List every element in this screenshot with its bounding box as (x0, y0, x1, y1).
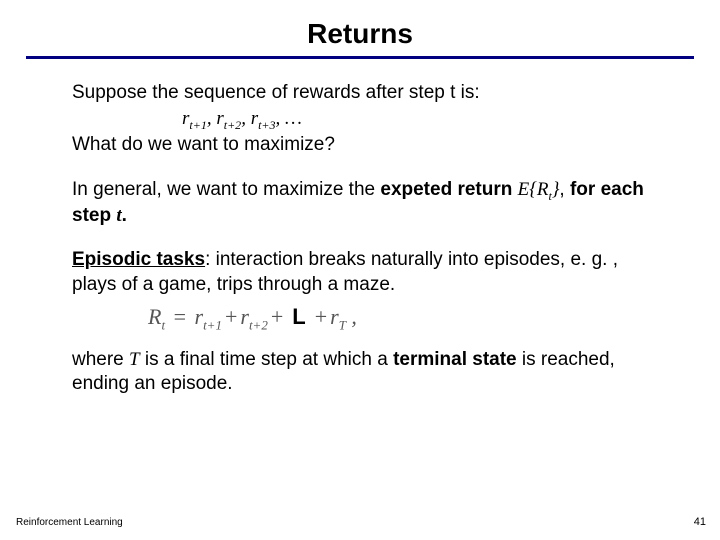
p4-T: T (129, 349, 140, 370)
paragraph-1: Suppose the sequence of rewards after st… (72, 81, 660, 158)
expected-return: E{Rt} (518, 179, 560, 200)
p4-bold: terminal state (393, 349, 517, 370)
p2-mid2: , (559, 179, 570, 200)
slide-body: Suppose the sequence of rewards after st… (0, 81, 720, 397)
eq-comma: , (346, 304, 357, 329)
eq-r1: r (195, 304, 204, 329)
p3-bold: Episodic tasks (72, 249, 205, 270)
eq-R: R (148, 304, 161, 329)
eq-plus1: + (222, 304, 240, 329)
sep2: , (241, 108, 251, 129)
title-rule (26, 56, 694, 59)
eq-plus3: + (312, 304, 330, 329)
p2-bold1: expeted return (380, 179, 512, 200)
eq-rT: r (330, 304, 339, 329)
eq-rT-sub: T (339, 317, 346, 332)
p1-line1: Suppose the sequence of rewards after st… (72, 81, 660, 105)
r3-sub: t+3 (258, 118, 275, 132)
paragraph-3: Episodic tasks: interaction breaks natur… (72, 248, 660, 297)
sep3: , (276, 108, 286, 129)
p1-line2: What do we want to maximize? (72, 133, 660, 157)
eq-r1-sub: t+1 (203, 317, 222, 332)
p4-mid: is a final time step at which a (140, 349, 393, 370)
eq-r2-sub: t+2 (249, 317, 268, 332)
footer-left: Reinforcement Learning (16, 517, 123, 528)
p2-end: . (122, 205, 127, 226)
er-R: R (537, 179, 549, 200)
p4-pre: where (72, 349, 129, 370)
slide-title: Returns (0, 18, 720, 50)
p2-pre: In general, we want to maximize the (72, 179, 380, 200)
eq-plus2: + (268, 304, 286, 329)
er-lbrace: { (529, 179, 537, 200)
r3-base: r (251, 108, 258, 129)
return-equation: Rt = rt+1+rt+2+L+rT , (72, 303, 660, 334)
ellipsis: … (285, 108, 302, 129)
eq-eq: = (165, 304, 194, 329)
paragraph-2: In general, we want to maximize the expe… (72, 178, 660, 228)
er-E: E (518, 179, 530, 200)
eq-L: L (286, 304, 311, 329)
r1-sub: t+1 (189, 118, 206, 132)
paragraph-4: where T is a final time step at which a … (72, 348, 660, 397)
page-number: 41 (694, 516, 706, 528)
slide: Returns Suppose the sequence of rewards … (0, 0, 720, 540)
r2-sub: t+2 (224, 118, 241, 132)
sep1: , (207, 108, 217, 129)
eq-r2: r (240, 304, 249, 329)
reward-sequence: rt+1, rt+2, rt+3, … (72, 107, 660, 133)
r2-base: r (216, 108, 223, 129)
